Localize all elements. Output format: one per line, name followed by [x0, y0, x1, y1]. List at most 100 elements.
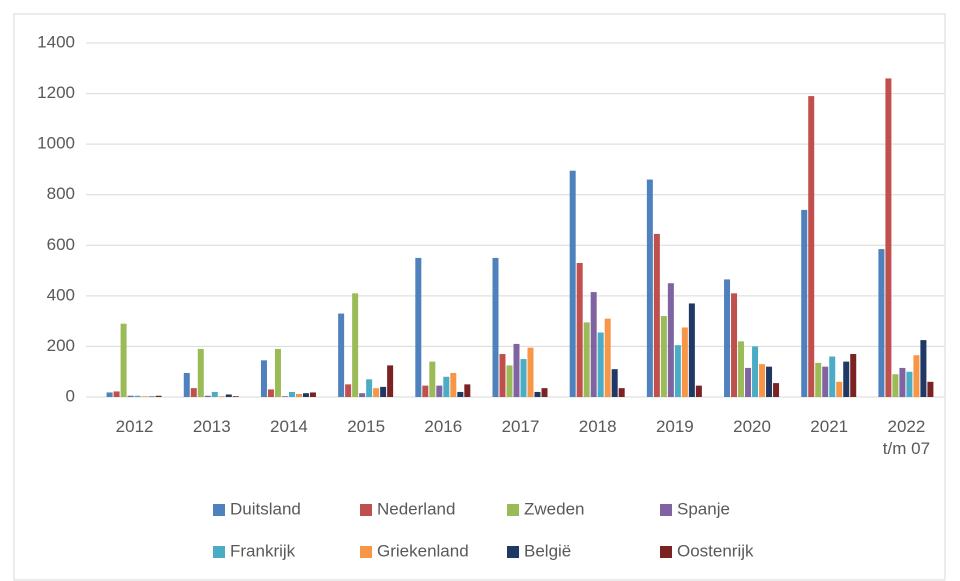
- x-tick-label: 2022 t/m 07: [882, 417, 931, 458]
- bar: [288, 391, 295, 397]
- bar: [436, 385, 443, 397]
- legend-label: Nederland: [377, 499, 455, 518]
- bar: [232, 396, 239, 397]
- bar: [267, 389, 274, 397]
- bar: [429, 361, 436, 397]
- legend-label: Oostenrijk: [677, 541, 754, 560]
- bar: [527, 347, 534, 397]
- legend-swatch: [360, 546, 372, 558]
- bar: [597, 332, 604, 397]
- bar: [745, 367, 752, 397]
- bar: [773, 383, 780, 397]
- x-tick-label: 2021: [810, 417, 849, 436]
- bar: [660, 316, 667, 397]
- bar: [457, 391, 464, 397]
- bar: [724, 279, 731, 397]
- bar: [120, 323, 127, 397]
- x-tick-label: 2017: [501, 417, 540, 436]
- legend-label: Zweden: [524, 499, 584, 518]
- bar: [134, 395, 141, 397]
- bar: [738, 341, 745, 397]
- bar: [359, 393, 366, 397]
- bar: [766, 366, 773, 397]
- bar: [338, 313, 345, 397]
- y-tick-label: 0: [66, 386, 75, 405]
- bar: [274, 348, 281, 397]
- x-tick-label: 2020: [733, 417, 771, 436]
- bar: [464, 384, 471, 397]
- legend-label: Spanje: [677, 499, 730, 518]
- bar: [920, 340, 927, 397]
- bar: [815, 362, 822, 397]
- bar: [913, 355, 920, 397]
- bar: [534, 391, 541, 397]
- bar: [822, 366, 829, 397]
- legend-swatch: [507, 504, 519, 516]
- bar: [295, 393, 302, 397]
- bar: [646, 179, 653, 397]
- bar: [373, 388, 380, 397]
- bar: [752, 346, 759, 397]
- bar: [366, 379, 373, 397]
- bar: [906, 371, 913, 397]
- bar: [899, 367, 906, 397]
- x-tick-label: 2012: [115, 417, 154, 436]
- bar: [688, 303, 695, 397]
- x-tick-label: 2016: [424, 417, 463, 436]
- bar: [829, 356, 836, 397]
- bar: [731, 293, 738, 397]
- bar: [836, 381, 843, 397]
- bar: [141, 396, 148, 397]
- bar: [211, 391, 218, 397]
- legend-label: Duitsland: [230, 499, 301, 518]
- bar: [127, 395, 134, 397]
- bar: [878, 249, 885, 397]
- bar: [499, 354, 506, 397]
- bar: [443, 376, 450, 397]
- bar: [653, 233, 660, 397]
- bar: [506, 365, 513, 397]
- x-tick-label: 2015: [347, 417, 386, 436]
- y-tick-label: 800: [47, 184, 75, 203]
- bar: [590, 292, 597, 397]
- y-tick-label: 1000: [37, 134, 75, 153]
- bar: [148, 396, 155, 397]
- x-tick-label: 2013: [192, 417, 231, 436]
- bar: [604, 318, 611, 397]
- bar: [113, 391, 120, 397]
- bar: [422, 385, 429, 397]
- bar: [927, 381, 934, 397]
- bar: [843, 361, 850, 397]
- legend-swatch: [213, 504, 225, 516]
- bar: [681, 327, 688, 397]
- bar: [309, 392, 316, 397]
- bar: [569, 170, 576, 397]
- bar: [513, 343, 520, 397]
- x-tick-label: 2018: [578, 417, 617, 436]
- chart-border: [13, 13, 946, 581]
- bar: [492, 257, 499, 397]
- bar: [667, 283, 674, 397]
- bar: [106, 392, 113, 397]
- bar: [225, 394, 232, 397]
- bar: [801, 209, 808, 397]
- bar: [450, 372, 457, 397]
- bar: [583, 322, 590, 397]
- bar: [892, 374, 899, 397]
- bar: [302, 393, 309, 397]
- bar: [520, 359, 527, 397]
- bar: [197, 348, 204, 397]
- y-tick-label: 1400: [37, 32, 75, 51]
- bar: [183, 372, 190, 397]
- bar: [281, 396, 288, 397]
- x-tick-label: 2019: [655, 417, 694, 436]
- legend-label: Griekenland: [377, 541, 469, 560]
- bar: [618, 388, 625, 397]
- bar: [759, 364, 766, 397]
- bar: [190, 388, 197, 397]
- bar: [695, 385, 702, 397]
- legend-label: Frankrijk: [230, 541, 296, 560]
- bar: [352, 293, 359, 397]
